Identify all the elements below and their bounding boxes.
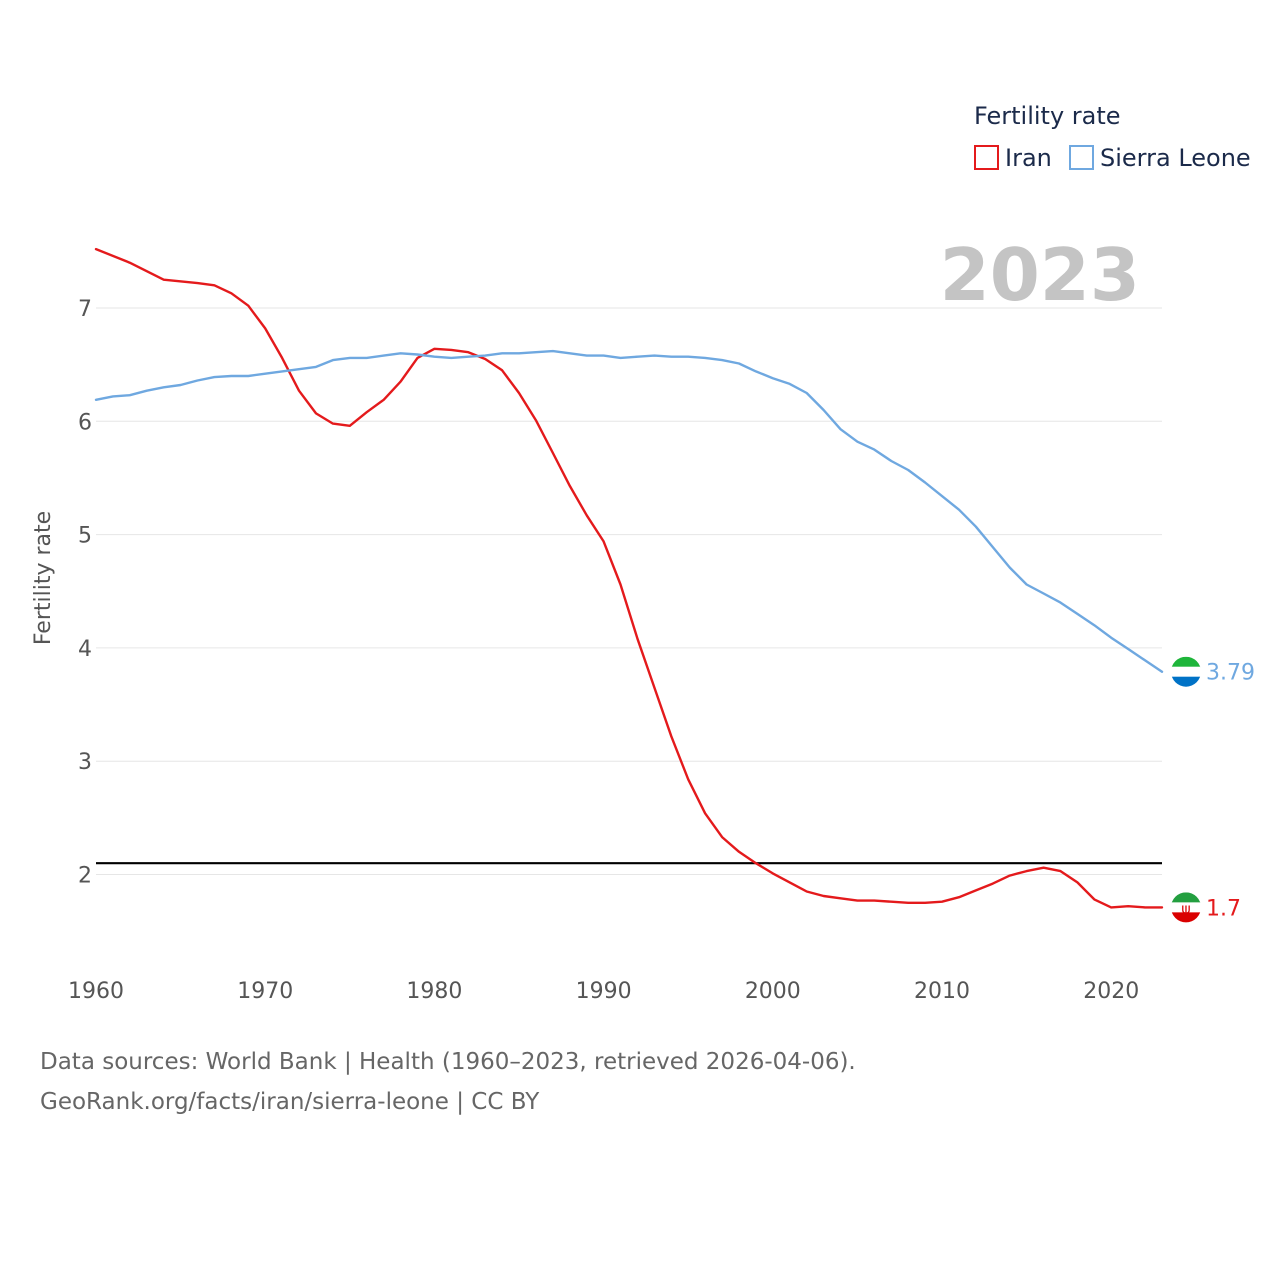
x-axis-ticks: 1960 1970 1980 1990 2000 2010 2020 [68,979,1139,1004]
flag-band-iran-2 [1171,912,1201,923]
end-markers: ψ 1.7 3.79 [1171,656,1255,923]
y-axis-ticks: 2 3 4 5 6 7 [78,297,92,889]
flag-band-sierra-leone-0 [1171,656,1201,668]
legend-title: Fertility rate [974,102,1121,130]
data-source-note: Data sources: World Bank | Health (1960–… [40,1049,856,1075]
legend-label-sierra-leone: Sierra Leone [1100,144,1251,172]
legend-item-sierra-leone[interactable]: Sierra Leone [1069,144,1251,172]
flag-band-sierra-leone-2 [1171,676,1201,687]
flag-band-iran-1 [1171,902,1201,913]
y-tick-label-4: 4 [78,637,92,662]
x-tick-label-2000: 2000 [745,979,801,1004]
x-tick-label-1980: 1980 [406,979,462,1004]
iran-flag-icon: ψ [1171,892,1201,923]
legend: Fertility rate Iran Sierra Leone [974,102,1251,172]
y-tick-label-5: 5 [78,524,92,549]
sierra-leone-flag-icon [1171,656,1201,687]
y-tick-label-3: 3 [78,750,92,775]
series-layer [94,247,1164,909]
flag-band-iran-0 [1171,892,1201,903]
x-tick-label-1960: 1960 [68,979,124,1004]
y-axis-title: Fertility rate [31,511,56,645]
footer: Data sources: World Bank | Health (1960–… [40,1042,856,1122]
flag-band-sierra-leone-1 [1171,666,1201,678]
x-tick-label-2010: 2010 [914,979,970,1004]
series-line-iran [94,247,1164,909]
legend-swatch-iran [974,145,999,170]
legend-label-iran: Iran [1005,144,1052,172]
end-value-label-sierra-leone: 3.79 [1206,661,1255,686]
end-value-label-iran: 1.7 [1206,896,1241,921]
x-tick-label-2020: 2020 [1083,979,1139,1004]
gridlines [96,307,1162,875]
flag-bands-iran [1171,892,1201,923]
year-label: 2023 [940,233,1140,317]
flag-emblem-iran: ψ [1181,901,1190,917]
y-tick-label-2: 2 [78,864,92,889]
x-tick-label-1990: 1990 [576,979,632,1004]
y-tick-label-6: 6 [78,410,92,435]
y-tick-label-7: 7 [78,297,92,322]
legend-swatch-sierra-leone [1069,145,1094,170]
flag-bands-sierra-leone [1171,656,1201,687]
series-line-sierra-leone [94,349,1164,673]
attribution-link[interactable]: GeoRank.org/facts/iran/sierra-leone | CC… [40,1089,540,1115]
x-tick-label-1970: 1970 [237,979,293,1004]
legend-item-iran[interactable]: Iran [974,144,1052,172]
